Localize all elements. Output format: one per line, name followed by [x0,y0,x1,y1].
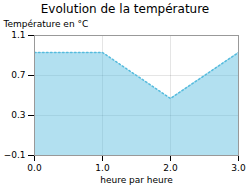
svg-text:1.0: 1.0 [95,163,110,173]
svg-text:heure par heure: heure par heure [100,175,173,185]
svg-text:0.3: 0.3 [11,110,25,120]
svg-text:Température en °C: Température en °C [3,19,89,29]
svg-text:−0.1: −0.1 [4,150,26,160]
svg-text:1.1: 1.1 [11,30,25,40]
svg-text:2.0: 2.0 [163,163,178,173]
html-text:Evolution de la température: Evolution de la température [40,2,210,16]
svg-text:0.0: 0.0 [27,163,42,173]
svg-text:3.0: 3.0 [231,163,246,173]
svg-text:0.7: 0.7 [11,70,25,80]
